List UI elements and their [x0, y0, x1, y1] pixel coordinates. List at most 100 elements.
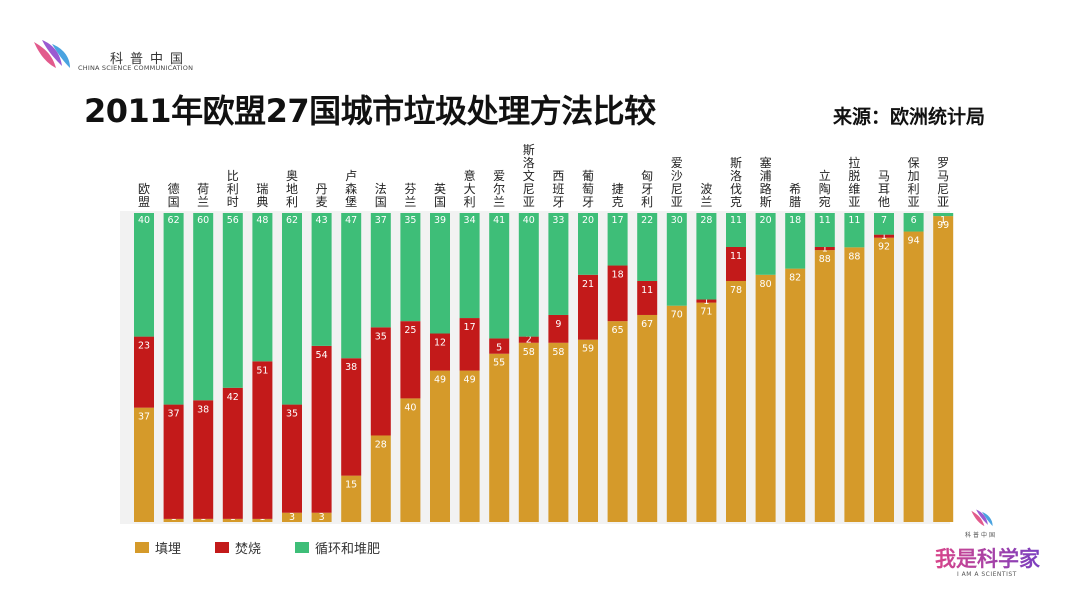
- brand-english: I AM A SCIENTIST: [957, 571, 1017, 578]
- category-label-19: 波兰: [696, 183, 716, 209]
- bar-segment-landfill-27: [933, 216, 953, 522]
- data-label-recycling-3: 56: [227, 215, 239, 226]
- data-label-incineration-16: 18: [612, 270, 624, 281]
- data-label-landfill-10: 49: [434, 375, 446, 386]
- bar-segment-recycling-6: [312, 213, 332, 346]
- bar-segment-landfill-13: [519, 343, 539, 522]
- bar-segment-landfill-17: [637, 315, 657, 522]
- category-label-13: 斯洛文尼亚: [519, 144, 539, 209]
- bar-segment-recycling-0: [134, 213, 154, 337]
- category-label-2: 荷兰: [193, 183, 213, 209]
- bar-segment-incineration-7: [341, 358, 361, 475]
- category-label-7: 卢森堡: [341, 170, 361, 209]
- bar-segment-incineration-3: [223, 388, 243, 519]
- chart-legend: 填埋 焚烧 循环和堆肥: [135, 538, 380, 557]
- data-label-incineration-7: 38: [345, 362, 357, 373]
- data-label-incineration-11: 17: [464, 322, 476, 333]
- legend-item-recycling: 循环和堆肥: [295, 538, 380, 557]
- data-label-recycling-18: 30: [671, 215, 683, 226]
- data-label-landfill-19: 71: [700, 307, 712, 318]
- legend-swatch-landfill: [135, 542, 149, 553]
- data-label-incineration-6: 54: [316, 350, 328, 361]
- bar-segment-landfill-11: [460, 371, 480, 522]
- bar-segment-recycling-2: [193, 213, 213, 400]
- data-label-landfill-7: 15: [345, 480, 357, 491]
- data-label-landfill-16: 65: [612, 325, 624, 336]
- bar-segment-incineration-1: [164, 405, 184, 519]
- category-label-26: 保加利亚: [904, 157, 924, 209]
- data-label-incineration-5: 35: [286, 409, 298, 420]
- bar-segment-landfill-24: [844, 247, 864, 522]
- data-label-landfill-23: 88: [819, 254, 831, 265]
- data-label-incineration-2: 38: [197, 404, 209, 415]
- stacked-bar-chart: 3723401376213860142561514833562354431538…: [120, 145, 960, 565]
- bar-segment-incineration-4: [252, 361, 272, 519]
- data-label-incineration-1: 37: [168, 409, 180, 420]
- category-label-14: 西班牙: [548, 170, 568, 209]
- data-label-incineration-4: 51: [256, 365, 268, 376]
- category-label-3: 比利时: [223, 170, 243, 209]
- bar-segment-landfill-10: [430, 371, 450, 522]
- legend-swatch-incineration: [215, 542, 229, 553]
- data-label-recycling-20: 11: [730, 215, 742, 226]
- bar-segment-recycling-4: [252, 213, 272, 361]
- bar-segment-recycling-5: [282, 213, 302, 405]
- data-label-incineration-8: 35: [375, 331, 387, 342]
- data-label-incineration-12: 5: [496, 342, 502, 353]
- data-label-recycling-25: 7: [881, 215, 887, 226]
- data-label-recycling-19: 28: [700, 215, 712, 226]
- data-label-recycling-0: 40: [138, 215, 150, 226]
- category-label-8: 法国: [371, 183, 391, 209]
- data-label-landfill-14: 58: [552, 347, 564, 358]
- data-label-landfill-12: 55: [493, 358, 505, 369]
- data-label-landfill-11: 49: [464, 375, 476, 386]
- bar-segment-recycling-12: [489, 213, 509, 338]
- data-label-incineration-17: 11: [641, 285, 653, 296]
- bar-segment-landfill-18: [667, 306, 687, 522]
- bar-segment-landfill-12: [489, 354, 509, 522]
- i-am-a-scientist-brand: 科普中国 我是科学家 I AM A SCIENTIST: [925, 508, 1050, 588]
- data-label-landfill-25: 92: [878, 242, 890, 253]
- logo-english-text: CHINA SCIENCE COMMUNICATION: [78, 64, 193, 72]
- data-label-recycling-16: 17: [612, 215, 624, 226]
- data-label-recycling-24: 11: [848, 215, 860, 226]
- bar-segment-landfill-14: [548, 343, 568, 522]
- bar-segment-recycling-13: [519, 213, 539, 337]
- category-label-16: 捷克: [608, 183, 628, 209]
- category-label-0: 欧盟: [134, 183, 154, 209]
- bar-segment-recycling-18: [667, 213, 687, 306]
- bar-segment-incineration-8: [371, 327, 391, 435]
- data-label-incineration-0: 23: [138, 341, 150, 352]
- brand-logo-icon: [969, 508, 995, 530]
- bar-segment-incineration-5: [282, 405, 302, 513]
- data-label-recycling-12: 41: [493, 215, 505, 226]
- data-label-landfill-17: 67: [641, 319, 653, 330]
- bar-segment-recycling-9: [400, 213, 420, 321]
- data-label-recycling-27: 1: [940, 215, 946, 226]
- bar-segment-recycling-14: [548, 213, 568, 315]
- kepu-china-logo: 科普中国 CHINA SCIENCE COMMUNICATION: [30, 38, 200, 78]
- data-label-recycling-4: 48: [256, 215, 268, 226]
- data-label-incineration-9: 25: [404, 325, 416, 336]
- data-label-recycling-8: 37: [375, 215, 387, 226]
- bar-segment-recycling-7: [341, 213, 361, 358]
- category-label-27: 罗马尼亚: [933, 157, 953, 209]
- data-label-landfill-5: 3: [289, 512, 295, 523]
- category-label-24: 拉脱维亚: [844, 157, 864, 209]
- data-label-recycling-7: 47: [345, 215, 357, 226]
- data-label-incineration-3: 42: [227, 392, 239, 403]
- data-label-landfill-18: 70: [671, 310, 683, 321]
- bar-segment-recycling-11: [460, 213, 480, 318]
- data-label-recycling-6: 43: [316, 215, 328, 226]
- bar-segment-landfill-19: [696, 303, 716, 522]
- data-label-landfill-26: 94: [908, 236, 920, 247]
- category-label-12: 爱尔兰: [489, 170, 509, 209]
- bar-segment-landfill-25: [874, 238, 894, 522]
- data-label-landfill-0: 37: [138, 412, 150, 423]
- data-label-incineration-15: 21: [582, 279, 594, 290]
- category-label-18: 爱沙尼亚: [667, 157, 687, 209]
- legend-label-recycling: 循环和堆肥: [315, 538, 380, 557]
- bar-segment-landfill-15: [578, 340, 598, 522]
- bar-segment-landfill-0: [134, 408, 154, 522]
- data-label-landfill-22: 82: [789, 273, 801, 284]
